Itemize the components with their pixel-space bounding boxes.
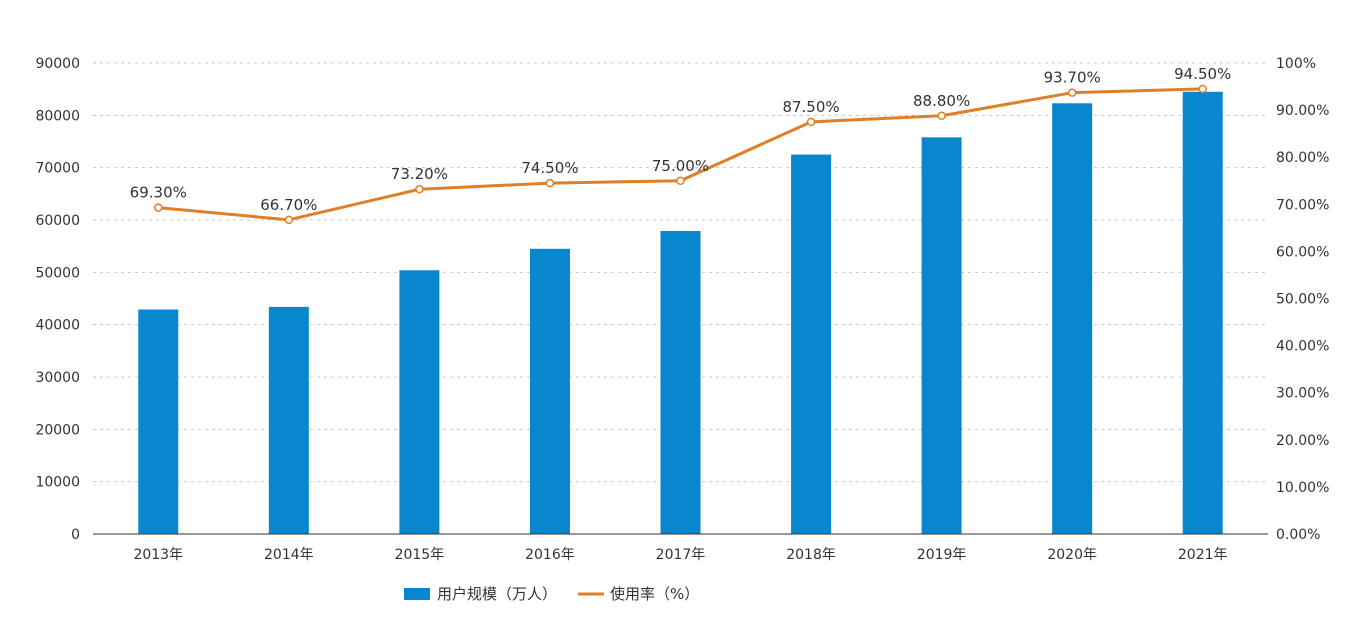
left-tick-label: 20000 [35,422,80,438]
left-tick-label: 80000 [35,108,80,124]
right-tick-label: 20.00% [1276,433,1329,449]
right-tick-label: 70.00% [1276,197,1329,213]
bar [529,248,570,535]
left-tick-label: 0 [71,527,80,543]
line-point [806,117,816,127]
bar [399,270,440,534]
bar [1052,103,1093,535]
right-tick-label: 90.00% [1276,103,1329,119]
line-point [415,184,424,194]
bar-series [138,91,1223,535]
left-tick-label: 10000 [35,475,80,491]
right-tick-label: 30.00% [1276,386,1329,402]
line-series: 69.30% 66.70% 73.20% 74.50% 75.00% 87.50% 88.8… [130,65,1231,225]
legend-swatch-bar [404,588,430,600]
left-tick-label: 40000 [35,318,80,334]
data-label: 88.80% [913,92,970,110]
line-point [545,178,555,188]
right-tick-label: 0.00% [1276,527,1320,543]
right-tick-label: 40.00% [1276,339,1329,355]
data-label: 69.30% [130,184,187,202]
data-label: 87.50% [782,98,839,116]
bar [268,306,309,534]
data-label: 74.50% [521,159,578,177]
data-label: 94.50% [1174,65,1231,83]
x-tick-label: 2015年 [395,547,445,563]
data-label: 73.20% [391,165,448,183]
right-tick-label: 100% [1276,56,1316,72]
line-point [1067,88,1077,97]
right-tick-label: 50.00% [1276,292,1329,308]
legend: 用户规模（万人） 使用率（%） [404,585,699,603]
data-label: 93.70% [1044,69,1101,87]
right-axis-ticks: 0.00% 10.00% 20.00% 30.00% 40.00% 50.00% 60.00… [1276,56,1329,543]
x-tick-label: 2014年 [264,547,314,563]
line-point [284,215,294,225]
bar [1182,91,1223,535]
line-point [676,176,685,185]
line-point [937,111,946,121]
bar [660,230,701,535]
x-tick-label: 2021年 [1178,547,1228,563]
left-tick-label: 30000 [35,370,80,386]
left-tick-label: 60000 [35,213,80,229]
line-point [154,203,163,212]
bar [138,309,179,534]
legend-label-bar: 用户规模（万人） [437,585,557,603]
x-tick-label: 2019年 [917,547,967,563]
left-tick-label: 90000 [35,56,80,72]
left-tick-label: 70000 [35,161,80,177]
right-tick-label: 10.00% [1276,480,1329,496]
x-tick-label: 2016年 [525,547,575,563]
x-tick-label: 2020年 [1047,547,1097,563]
right-tick-label: 60.00% [1276,244,1329,260]
bar [921,137,962,534]
data-label: 75.00% [652,157,709,175]
x-tick-label: 2013年 [133,547,183,563]
x-tick-label: 2017年 [656,547,706,563]
x-axis-ticks: 2013年 2014年 2015年 2016年 2017年 2018年 2019年 2020年… [133,547,1227,563]
legend-label-line: 使用率（%） [610,585,699,603]
x-tick-label: 2018年 [786,547,836,563]
left-tick-label: 50000 [35,265,80,281]
data-label: 66.70% [260,196,317,214]
right-tick-label: 80.00% [1276,150,1329,166]
left-axis-ticks: 0 10000 20000 30000 40000 50000 60000 70000 8000… [35,56,80,543]
line-point [1198,84,1207,94]
bar [791,154,832,535]
